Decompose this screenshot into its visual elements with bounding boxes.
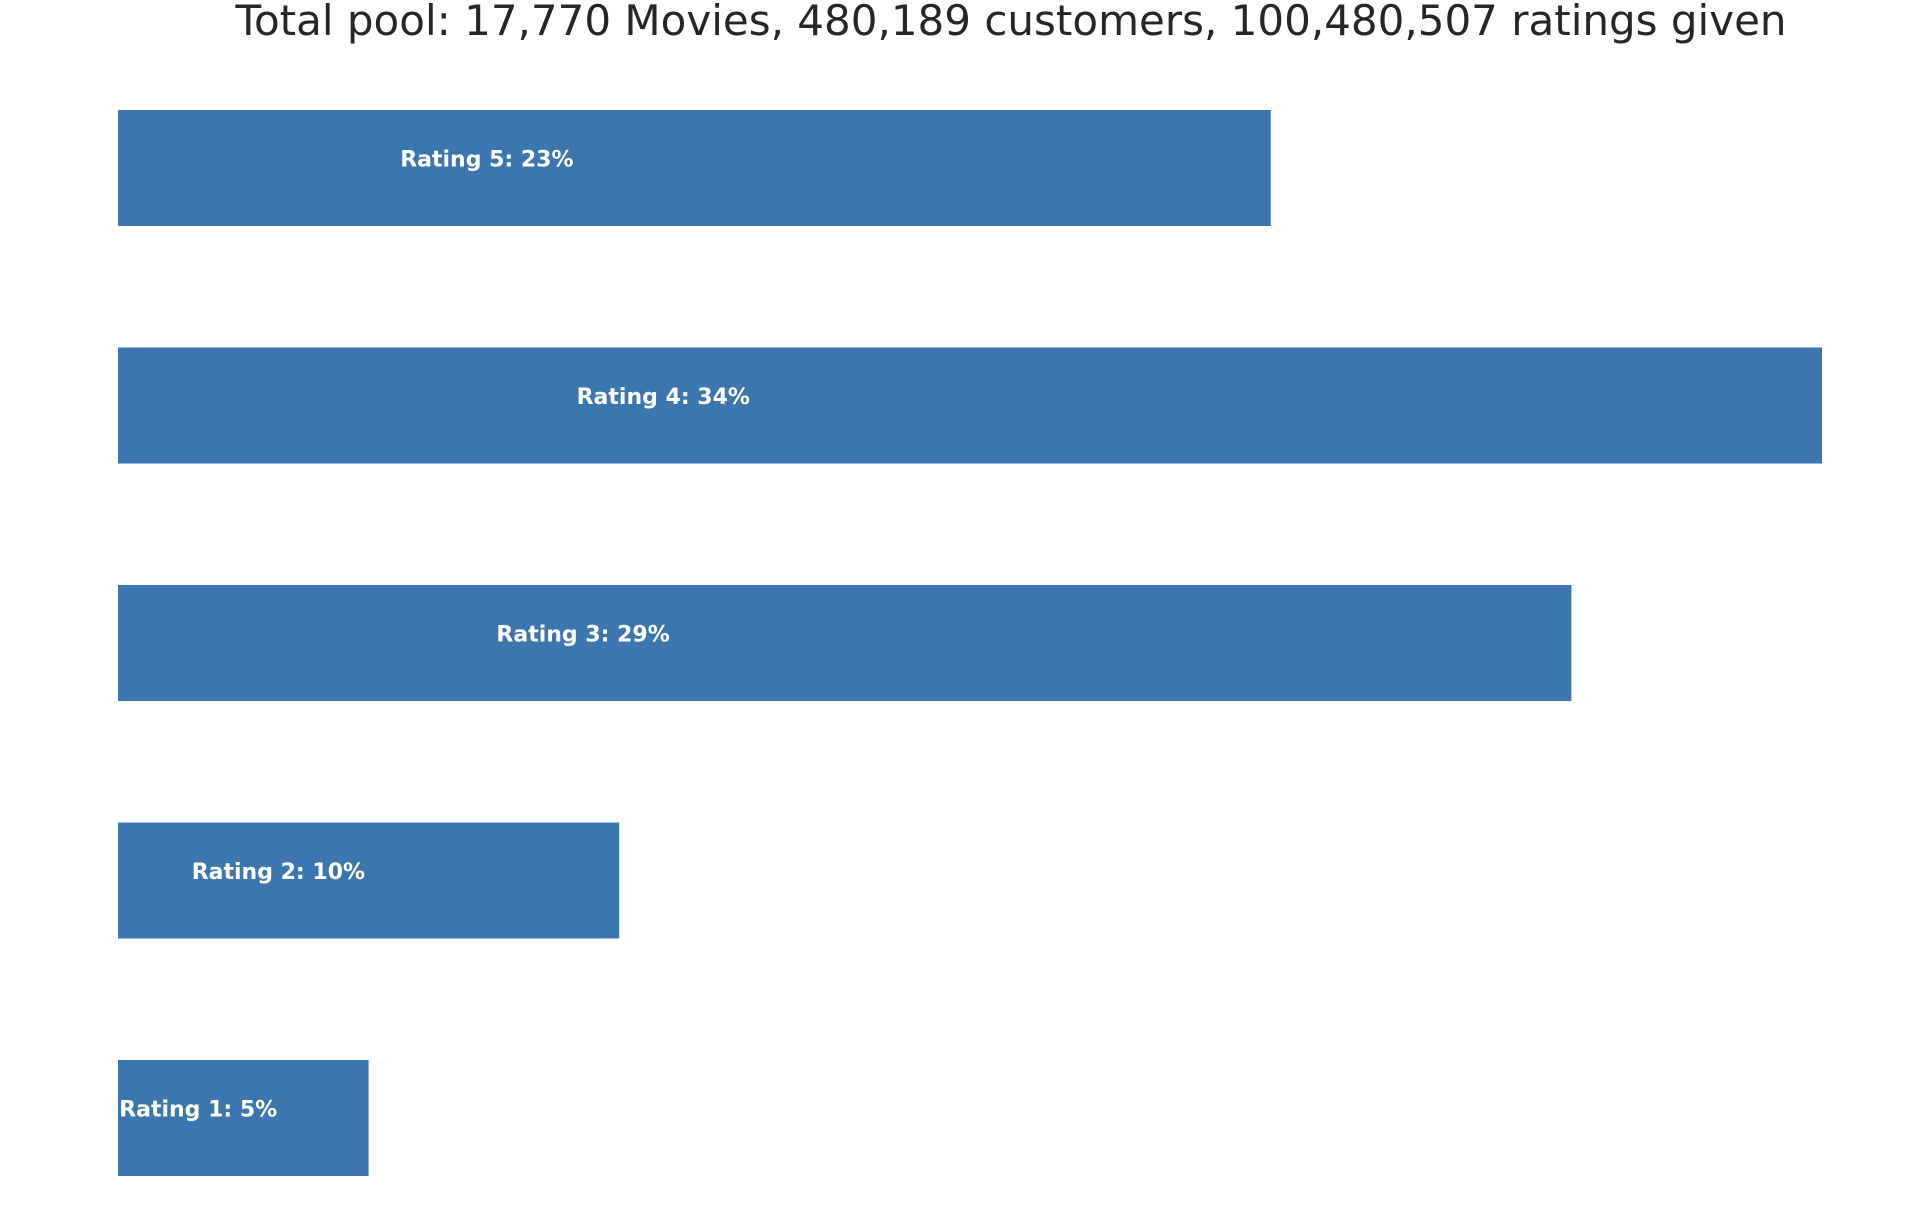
bar-rating-2 [118,822,620,939]
chart-title: Total pool: 17,770 Movies, 480,189 custo… [234,0,1786,45]
bar-rating-4 [118,347,1822,464]
bar-rating-1 [118,1060,369,1176]
bar-label-rating-2: Rating 2: 10% [192,860,365,885]
bar-label-rating-1: Rating 1: 5% [119,1098,277,1123]
bars-layer [118,110,1822,1176]
bar-rating-5 [118,110,1271,226]
bar-rating-3 [118,585,1572,701]
bar-label-rating-5: Rating 5: 23% [400,148,573,173]
bar-label-rating-3: Rating 3: 29% [496,623,669,648]
bar-label-rating-4: Rating 4: 34% [577,385,750,410]
bar-labels-layer: Rating 5: 23% Rating 4: 34% Rating 3: 29% R… [119,148,750,1123]
